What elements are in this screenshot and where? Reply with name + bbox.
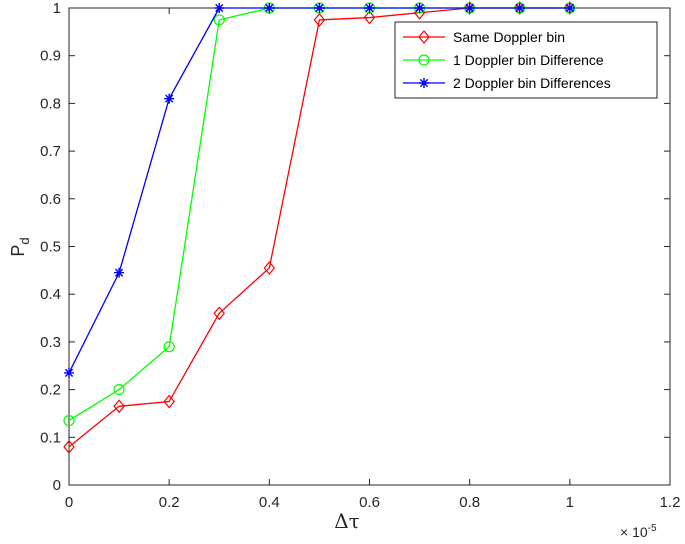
- legend-marker: [418, 30, 430, 44]
- x-tick-label: 0.4: [259, 494, 280, 511]
- x-tick-label: 0.6: [359, 494, 380, 511]
- legend-marker: [419, 78, 429, 88]
- series-1-point: [363, 10, 376, 25]
- x-multiplier-exp: -5: [648, 523, 657, 534]
- legend-label: 1 Doppler bin Difference: [453, 52, 604, 68]
- y-tick-label: 0.7: [40, 143, 61, 160]
- series-3-point: [564, 3, 575, 13]
- series-1-point: [313, 12, 326, 27]
- series-3-point: [64, 367, 74, 378]
- x-tick-label: 1.2: [660, 494, 681, 511]
- legend-label: 2 Doppler bin Differences: [453, 75, 611, 91]
- y-tick-label: 0.2: [40, 382, 61, 399]
- x-tick-label: 0.8: [459, 494, 480, 511]
- y-tick-label: 0.9: [40, 48, 61, 65]
- legend-marker: [418, 54, 430, 66]
- y-axis-label: Pd: [8, 237, 32, 256]
- x-axis-label: Δτ: [334, 509, 360, 533]
- y-tick-label: 1: [53, 0, 61, 17]
- x-multiplier: × 10-5: [620, 523, 657, 540]
- y-axis-label-main: P: [8, 245, 28, 257]
- y-tick-label: 0.1: [40, 429, 61, 446]
- series-1-point: [564, 1, 576, 15]
- x-tick-label: 0.2: [159, 494, 180, 511]
- x-multiplier-base: × 10: [620, 524, 648, 540]
- series-3: [64, 3, 575, 378]
- series-3-point: [264, 3, 275, 13]
- series-3-point: [164, 93, 175, 104]
- y-tick-label: 0.3: [40, 334, 61, 351]
- series-1-point: [163, 394, 175, 409]
- series-3-point: [514, 3, 525, 13]
- series-1-point: [463, 1, 476, 15]
- y-tick-label: 0.4: [40, 286, 61, 303]
- series-3-point: [314, 3, 325, 13]
- series-2-point: [213, 14, 225, 26]
- series-3-point: [364, 3, 375, 13]
- series-3-point: [214, 3, 225, 13]
- y-axis-label-sub: d: [17, 237, 32, 244]
- series-3-point: [464, 3, 475, 13]
- y-tick-label: 0: [53, 477, 61, 494]
- series-1-point: [113, 399, 125, 414]
- x-tick-label: 0: [65, 494, 73, 511]
- x-tick-label: 1: [566, 494, 574, 511]
- y-tick-label: 0.6: [40, 191, 61, 208]
- legend: Same Doppler bin 1 Doppler bin Difference…: [394, 21, 658, 99]
- series-3-point: [114, 267, 125, 278]
- series-2-point: [163, 341, 175, 353]
- series-3-point: [414, 3, 425, 13]
- series-1-point: [63, 439, 75, 454]
- series-2-point: [63, 415, 75, 427]
- series-1-point: [263, 261, 276, 275]
- series-1-point: [213, 306, 226, 321]
- series-2-point: [113, 384, 125, 396]
- series-1-point: [513, 1, 526, 15]
- y-tick-label: 0.5: [40, 239, 61, 256]
- legend-label: Same Doppler bin: [453, 29, 565, 45]
- y-tick-label: 0.8: [40, 95, 61, 112]
- series-layer: [63, 1, 576, 454]
